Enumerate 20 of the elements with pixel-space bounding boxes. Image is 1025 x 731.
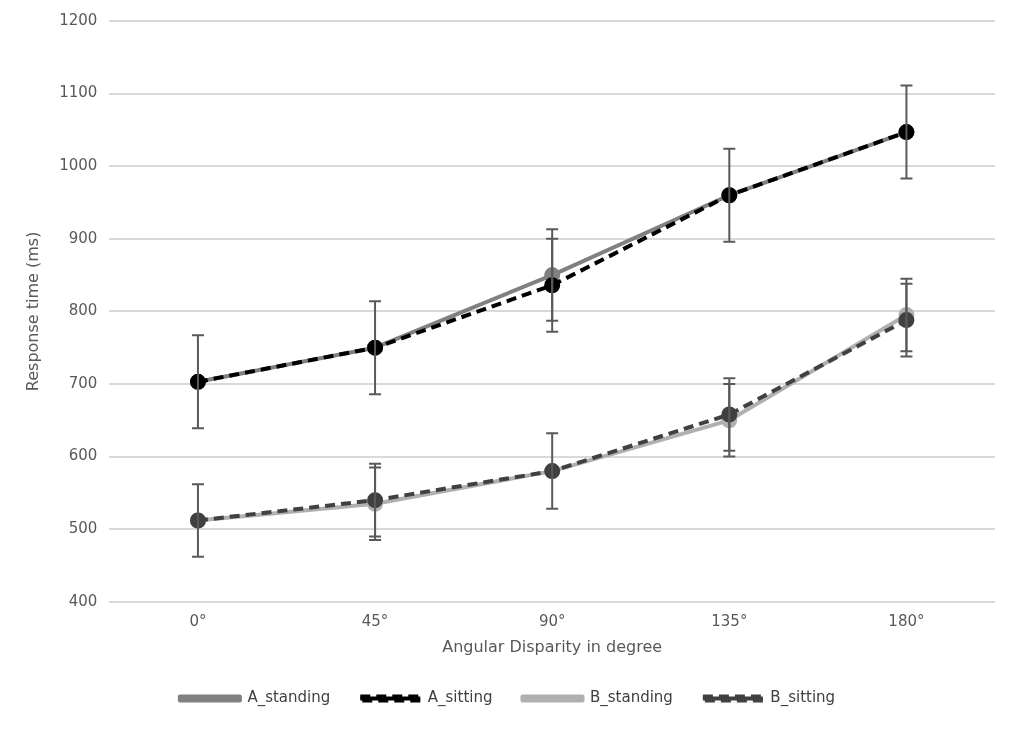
x-axis-title: Angular Disparity in degree [442,636,663,656]
x-tick-label: 180° [888,611,925,630]
legend-label: A_sitting [427,688,493,708]
y-tick-label: 500 [68,519,98,538]
x-tick-label: 90° [538,611,566,630]
y-axis-title: Response time (ms) [22,231,42,392]
x-tick-label: 135° [711,611,748,630]
y-tick-label: 1100 [59,83,98,102]
y-tick-label: 700 [68,373,98,392]
y-tick-label: 900 [68,228,98,247]
y-tick-label: 1000 [59,156,98,175]
y-tick-label: 1200 [59,10,98,29]
x-tick-label: 45° [361,611,389,630]
legend-label: B_sitting [770,688,836,708]
y-tick-label: 400 [68,591,98,610]
y-tick-label: 600 [68,446,98,465]
legend-label: A_standing [247,688,331,708]
y-tick-label: 800 [68,301,98,320]
legend-label: B_standing [589,688,673,708]
x-tick-label: 0° [189,611,207,630]
